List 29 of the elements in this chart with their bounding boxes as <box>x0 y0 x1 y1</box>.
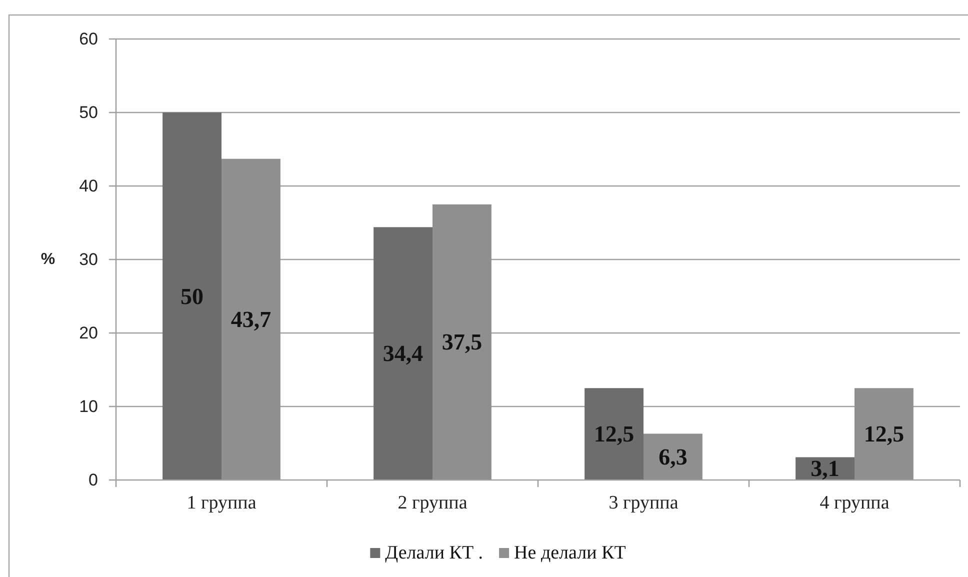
bar <box>374 227 432 480</box>
y-tick-label: 40 <box>79 176 98 196</box>
bar <box>222 158 280 480</box>
data-label: 12,5 <box>864 422 904 447</box>
y-tick-label: 30 <box>79 250 98 269</box>
data-label: 43,7 <box>230 306 272 332</box>
x-tick-label: 3 группа <box>608 492 679 514</box>
y-tick-label: 60 <box>79 30 98 48</box>
bar <box>162 112 222 480</box>
data-label: 50 <box>180 284 204 309</box>
legend-label: Не делали КТ <box>514 542 626 564</box>
y-axis-title: % <box>40 251 56 268</box>
data-label: 3,1 <box>810 456 840 482</box>
y-tick-label: 10 <box>79 397 98 416</box>
y-tick-label: 0 <box>88 470 98 490</box>
bar <box>644 434 702 480</box>
data-label: 37,5 <box>442 330 482 355</box>
y-tick-label: 50 <box>79 103 98 122</box>
data-label: 6,3 <box>658 444 688 470</box>
bar <box>432 204 492 480</box>
data-label: 34,4 <box>382 341 424 366</box>
legend-label: Делали КТ . <box>385 542 484 564</box>
bar <box>854 388 914 480</box>
y-tick-label: 20 <box>79 324 98 342</box>
bar <box>584 388 644 480</box>
data-label: 12,5 <box>594 422 634 447</box>
x-tick-label: 4 группа <box>820 492 890 514</box>
x-tick-label: 1 группа <box>186 492 257 514</box>
x-tick-label: 2 группа <box>398 492 468 514</box>
